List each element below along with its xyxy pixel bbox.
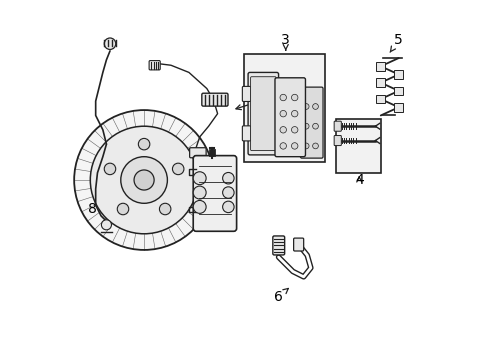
Circle shape <box>222 201 234 213</box>
Circle shape <box>193 186 206 199</box>
FancyBboxPatch shape <box>193 156 236 231</box>
Circle shape <box>280 143 286 149</box>
Circle shape <box>280 94 286 101</box>
FancyBboxPatch shape <box>333 135 341 145</box>
FancyBboxPatch shape <box>394 70 402 79</box>
Circle shape <box>117 203 128 215</box>
Circle shape <box>291 143 297 149</box>
Circle shape <box>291 127 297 133</box>
Text: 7: 7 <box>235 90 275 110</box>
Text: 6: 6 <box>274 288 288 303</box>
FancyBboxPatch shape <box>394 103 402 112</box>
FancyBboxPatch shape <box>274 78 305 157</box>
FancyBboxPatch shape <box>202 93 227 106</box>
Circle shape <box>280 127 286 133</box>
Text: 1: 1 <box>153 130 164 151</box>
FancyBboxPatch shape <box>394 86 402 95</box>
Circle shape <box>312 123 318 129</box>
Circle shape <box>303 104 308 109</box>
Text: 8: 8 <box>87 195 100 216</box>
FancyBboxPatch shape <box>189 148 206 158</box>
Circle shape <box>303 143 308 149</box>
Circle shape <box>159 203 170 215</box>
Text: 5: 5 <box>389 33 402 52</box>
Circle shape <box>280 111 286 117</box>
Circle shape <box>121 157 167 203</box>
FancyBboxPatch shape <box>272 236 284 255</box>
Text: 3: 3 <box>281 33 289 50</box>
FancyBboxPatch shape <box>242 86 250 102</box>
FancyBboxPatch shape <box>242 126 250 141</box>
Circle shape <box>104 38 116 49</box>
Text: 4: 4 <box>354 173 363 187</box>
Circle shape <box>101 220 111 230</box>
Circle shape <box>104 163 116 175</box>
FancyBboxPatch shape <box>247 72 278 155</box>
Circle shape <box>312 104 318 109</box>
FancyBboxPatch shape <box>376 62 384 71</box>
Bar <box>244 54 325 162</box>
Circle shape <box>303 123 308 129</box>
FancyBboxPatch shape <box>293 238 303 251</box>
Circle shape <box>193 172 206 185</box>
Circle shape <box>90 126 198 234</box>
FancyBboxPatch shape <box>376 78 384 87</box>
FancyBboxPatch shape <box>300 87 323 158</box>
Circle shape <box>74 110 214 250</box>
Circle shape <box>138 138 149 150</box>
Circle shape <box>222 187 234 198</box>
Circle shape <box>222 172 234 184</box>
FancyBboxPatch shape <box>376 95 384 103</box>
Circle shape <box>193 201 206 213</box>
FancyBboxPatch shape <box>333 121 341 131</box>
FancyBboxPatch shape <box>250 77 276 150</box>
Circle shape <box>134 170 154 190</box>
Circle shape <box>172 163 183 175</box>
Circle shape <box>291 111 297 117</box>
Bar <box>335 119 380 173</box>
FancyBboxPatch shape <box>149 60 160 70</box>
Text: 2: 2 <box>212 184 227 198</box>
Circle shape <box>312 143 318 149</box>
Circle shape <box>291 94 297 101</box>
